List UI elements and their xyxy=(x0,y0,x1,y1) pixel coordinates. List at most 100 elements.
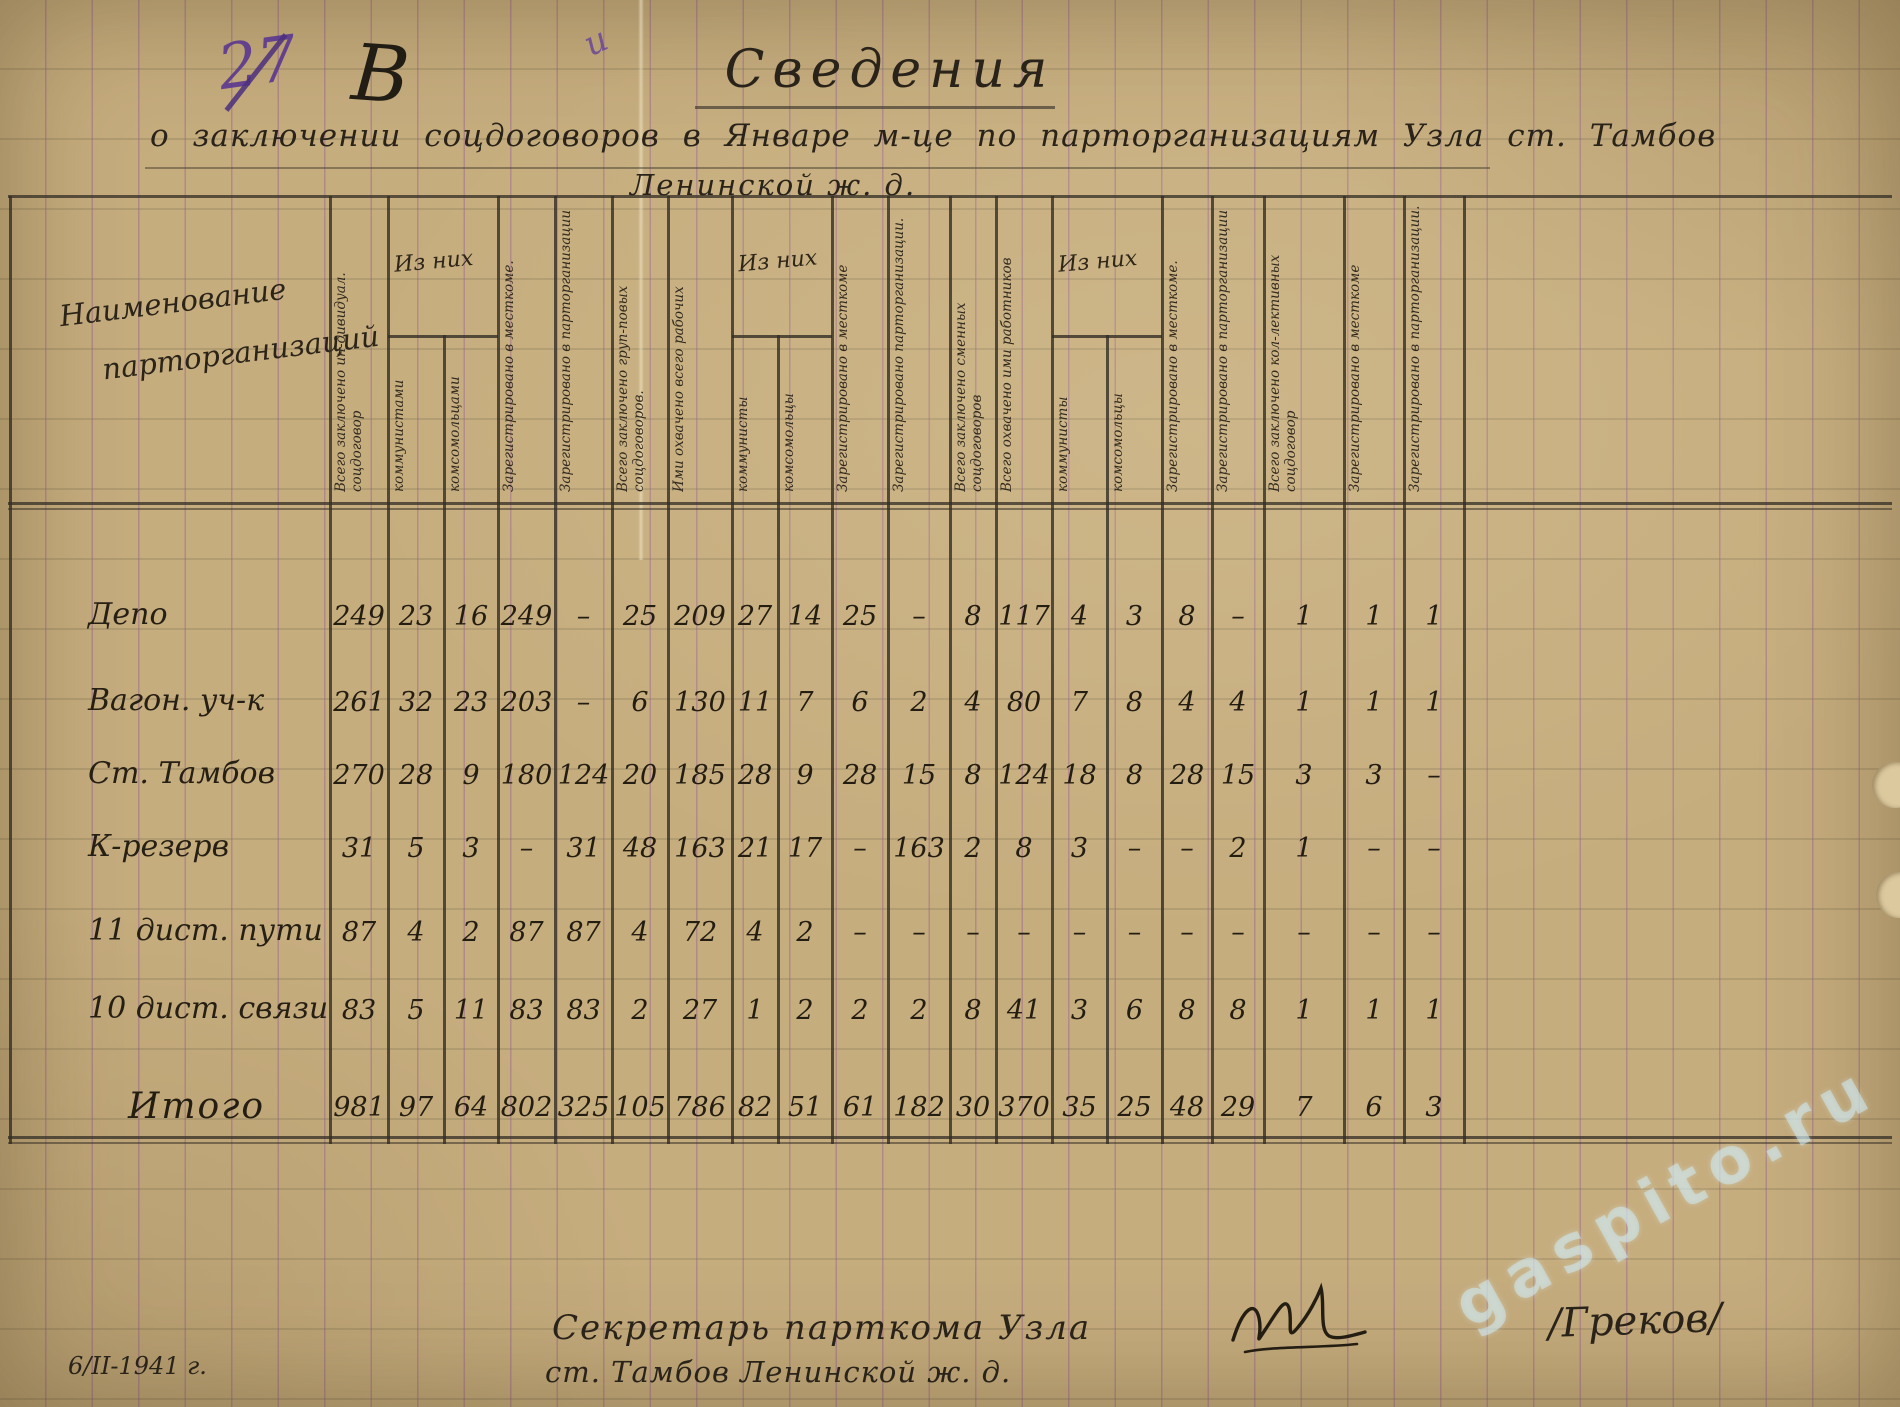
table-cell-value: 28 xyxy=(737,760,773,791)
table-cell-value: 4 xyxy=(964,687,982,718)
table-cell-value: 117 xyxy=(998,601,1050,632)
table-cell-value: 16 xyxy=(453,601,489,632)
table-cell-value: 87 xyxy=(341,917,377,948)
table-cell-value: 1 xyxy=(1425,601,1443,632)
table-cell-value: – xyxy=(1297,917,1311,948)
table-cell-value: 4 xyxy=(1178,687,1196,718)
total-cell-value: 981 xyxy=(333,1092,385,1123)
table-cell-value: 1 xyxy=(1295,601,1313,632)
column-header: Всего заключено сменных соцдоговоров xyxy=(953,302,986,492)
table-column-line xyxy=(831,196,834,1144)
table-cell-value: 31 xyxy=(341,833,377,864)
table-cell-value: – xyxy=(1127,917,1142,948)
table-cell-value: 163 xyxy=(893,833,945,864)
table-cell-value: 3 xyxy=(1070,995,1089,1026)
table-cell-value: 2 xyxy=(910,687,928,718)
table-cell-value: – xyxy=(1231,601,1245,632)
signature-name: /Греков/ xyxy=(1547,1294,1723,1348)
table-row-label: Вагон. уч-к xyxy=(88,683,265,718)
total-cell-value: 64 xyxy=(453,1092,489,1123)
table-cell-value: – xyxy=(1231,917,1245,948)
table-cell-value: 20 xyxy=(622,760,658,791)
table-column-line xyxy=(887,196,890,1144)
table-column-line xyxy=(497,196,500,1144)
secretary-title-line2: ст. Тамбов Ленинской ж. д. xyxy=(545,1355,1012,1389)
total-cell-value: 6 xyxy=(1365,1092,1383,1123)
table-cell-value: 2 xyxy=(964,833,982,864)
table-cell-value: 18 xyxy=(1062,760,1097,791)
total-cell-value: 786 xyxy=(674,1092,726,1123)
table-cell-value: – xyxy=(519,833,534,864)
table-cell-value: 8 xyxy=(1125,687,1144,718)
table-column-line xyxy=(995,196,998,1144)
column-header: коммунисты xyxy=(1055,396,1071,492)
table-cell-value: 11 xyxy=(737,687,773,718)
paper-crease xyxy=(638,0,644,560)
table-cell-value: 31 xyxy=(566,833,601,864)
iz-nih-label: Из них xyxy=(393,245,475,278)
title-underline xyxy=(695,106,1055,109)
table-cell-value: – xyxy=(1072,917,1087,948)
total-cell-value: 325 xyxy=(557,1092,610,1123)
table-cell-value: – xyxy=(912,601,926,632)
table-cell-value: 27 xyxy=(682,995,718,1026)
table-cell-value: 48 xyxy=(622,833,658,864)
table-cell-value: – xyxy=(1180,917,1194,948)
table-cell-value: – xyxy=(1367,917,1381,948)
table-column-line xyxy=(1161,196,1164,1144)
total-cell-value: 97 xyxy=(398,1092,434,1123)
table-column-line xyxy=(1343,196,1346,1144)
total-cell-value: 182 xyxy=(893,1092,945,1123)
table-cell-value: 1 xyxy=(1295,687,1313,718)
total-cell-value: 105 xyxy=(614,1092,666,1123)
document-subtitle-line1: о заключении соцдоговоров в Январе м-це … xyxy=(150,118,1717,154)
table-cell-value: 1 xyxy=(1365,601,1383,632)
column-header: коммунисты xyxy=(735,396,751,492)
table-cell-value: – xyxy=(1127,833,1142,864)
table-cell-value: 8 xyxy=(964,995,982,1026)
table-cell-value: 209 xyxy=(674,601,726,632)
column-header: Всего охвачено ими работников xyxy=(999,257,1015,492)
table-column-line xyxy=(9,196,12,1144)
total-cell-value: 3 xyxy=(1425,1092,1443,1123)
table-column-line xyxy=(1463,196,1466,1144)
table-cell-value: 21 xyxy=(737,833,773,864)
total-cell-value: 30 xyxy=(955,1092,991,1123)
table-cell-value: 124 xyxy=(557,760,610,791)
table-cell-value: 3 xyxy=(1295,760,1313,791)
iz-nih-divider xyxy=(732,335,832,338)
table-cell-value: 72 xyxy=(682,917,718,948)
total-cell-value: 370 xyxy=(998,1092,1050,1123)
table-row-label: 11 дист. пути xyxy=(88,913,323,948)
column-header: Всего заключено груп-повых соцдоговоров. xyxy=(615,285,648,492)
iz-nih-label: Из них xyxy=(737,245,819,278)
table-cell-value: 15 xyxy=(1220,760,1256,791)
table-column-line xyxy=(329,196,332,1144)
table-cell-value: 4 xyxy=(407,917,425,948)
table-cell-value: 87 xyxy=(566,917,601,948)
column-header: комсомольцами xyxy=(447,376,463,492)
table-cell-value: 5 xyxy=(407,833,425,864)
table-cell-value: 2 xyxy=(1229,833,1247,864)
column-header: Зарегистрировано в месткоме. xyxy=(501,260,517,492)
column-header: Зарегистрировано в месткоме xyxy=(1347,264,1363,492)
table-cell-value: 180 xyxy=(500,760,553,791)
total-cell-value: 48 xyxy=(1169,1092,1205,1123)
table-cell-value: 249 xyxy=(333,601,385,632)
table-row-label: 10 дист. связи xyxy=(88,991,329,1026)
table-cell-value: 9 xyxy=(796,760,814,791)
secretary-title-line1: Секретарь парткома Узла xyxy=(552,1308,1092,1348)
table-cell-value: 4 xyxy=(1070,601,1089,632)
table-cell-value: 83 xyxy=(566,995,601,1026)
table-cell-value: – xyxy=(853,917,867,948)
subtitle-underline xyxy=(145,167,1490,169)
column-header: Зарегистрировано парторганизации. xyxy=(891,217,907,492)
table-cell-value: 6 xyxy=(851,687,869,718)
table-cell-value: – xyxy=(1427,917,1441,948)
table-column-line xyxy=(1263,196,1266,1144)
table-cell-value: 1 xyxy=(1295,995,1313,1026)
table-cell-value: 3 xyxy=(462,833,480,864)
table-cell-value: – xyxy=(1180,833,1194,864)
table-cell-value: 2 xyxy=(851,995,869,1026)
table-cell-value: 6 xyxy=(1125,995,1144,1026)
